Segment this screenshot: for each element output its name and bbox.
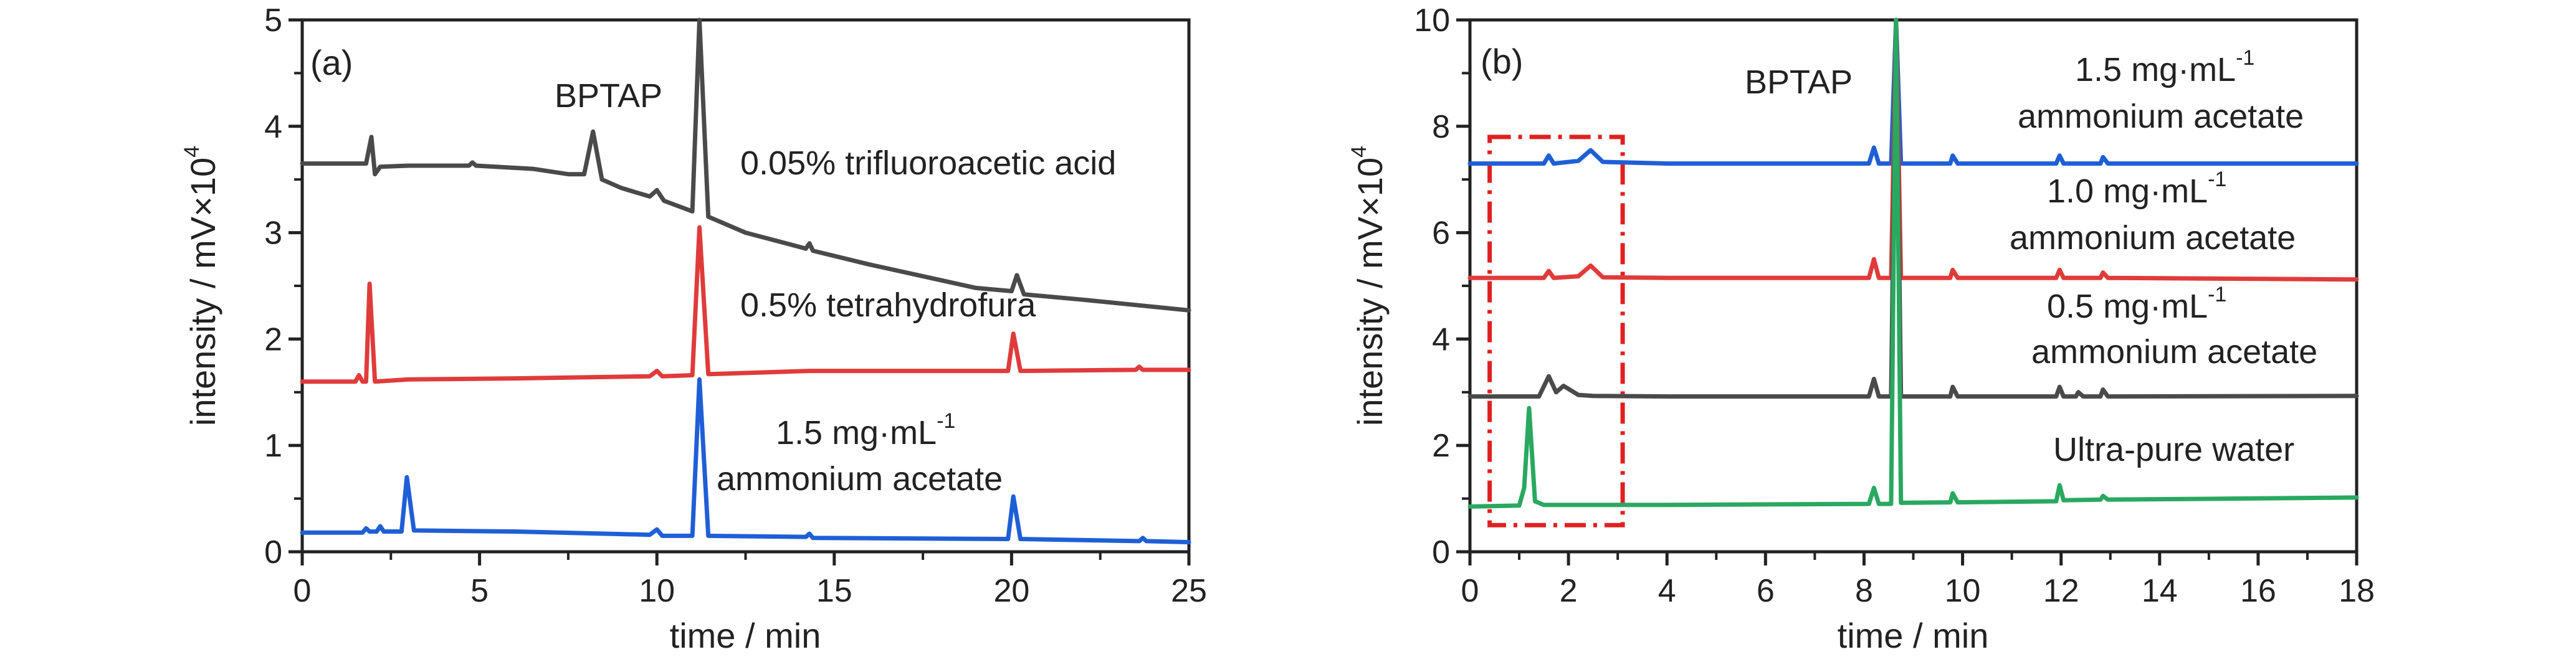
peak-label-b: BPTAP bbox=[1745, 64, 1853, 101]
series-annotation-a-2: 1.5 mg·mL-1 bbox=[776, 409, 955, 452]
x-tick-label-a-5: 25 bbox=[1171, 573, 1207, 609]
series-annotation-b-2-line2: ammonium acetate bbox=[2031, 333, 2317, 371]
series-annotation-a-2-line2: ammonium acetate bbox=[717, 460, 1003, 498]
y-tick-label-a-5: 5 bbox=[264, 2, 282, 39]
peak-label-a: BPTAP bbox=[555, 77, 662, 115]
x-tick-label-a-0: 0 bbox=[293, 573, 312, 609]
series-annotation-b-0-main: 1.5 mg·mL bbox=[2075, 51, 2236, 88]
x-tick-label-b-8: 16 bbox=[2240, 573, 2276, 609]
highlight-layer-b bbox=[1487, 135, 1625, 527]
y-tick-label-b-4: 8 bbox=[1432, 109, 1450, 145]
series-line-b-0 bbox=[1467, 17, 2359, 166]
x-tick-label-b-0: 0 bbox=[1461, 573, 1479, 609]
x-tick-label-b-3: 6 bbox=[1757, 573, 1775, 609]
series-annotation-b-0-sup: -1 bbox=[2236, 46, 2254, 70]
y-ticks-b: 0 2 4 6 8 10 bbox=[1414, 2, 1470, 570]
y-ticks-a: 0 1 2 3 4 5 bbox=[264, 2, 302, 570]
series-annotation-b-3: Ultra-pure water bbox=[2053, 431, 2294, 468]
series-annotation-b-2-main: 0.5 mg·mL bbox=[2047, 288, 2208, 325]
x-tick-label-a-2: 10 bbox=[639, 573, 675, 609]
x-tick-label-a-4: 20 bbox=[993, 573, 1029, 609]
panel-label-a: (a) bbox=[310, 43, 353, 82]
series-annotation-a-1: 0.5% tetrahydrofura bbox=[740, 286, 1036, 324]
series-annotation-b-1-sup: -1 bbox=[2208, 168, 2226, 191]
y-tick-label-b-5: 10 bbox=[1414, 2, 1450, 39]
series-layer-a bbox=[300, 17, 1191, 545]
x-ticks-b: 0 2 4 6 8 10 12 14 16 18 bbox=[1461, 552, 2375, 609]
x-tick-label-b-4: 8 bbox=[1855, 573, 1873, 609]
x-tick-label-b-5: 10 bbox=[1945, 573, 1981, 609]
chart-panel-a: 0 5 10 15 20 25 0 1 2 3 4 5 (a) BPTAP 0.05% triflu… bbox=[180, 2, 1207, 655]
series-layer-b bbox=[1467, 17, 2359, 509]
y-tick-label-a-0: 0 bbox=[264, 534, 282, 570]
series-annotation-b-2-sup: -1 bbox=[2208, 283, 2226, 306]
y-axis-label-b-main: intensity / mV×10 bbox=[1350, 158, 1390, 426]
series-line-a-0 bbox=[300, 17, 1191, 313]
x-tick-label-a-3: 15 bbox=[816, 573, 852, 609]
y-axis-label-b-sup: 4 bbox=[1347, 146, 1371, 158]
series-line-b-3 bbox=[1467, 17, 2359, 509]
y-tick-label-b-0: 0 bbox=[1432, 534, 1450, 570]
series-line-a-2 bbox=[300, 377, 1191, 545]
y-axis-label-a: intensity / mV×104 bbox=[180, 146, 222, 426]
highlight-box-b bbox=[1487, 135, 1625, 527]
x-tick-label-a-1: 5 bbox=[470, 573, 489, 609]
y-tick-label-b-1: 2 bbox=[1432, 428, 1450, 464]
y-axis-label-a-sup: 4 bbox=[180, 146, 204, 158]
series-annotation-b-0: 1.5 mg·mL-1 bbox=[2075, 46, 2254, 88]
x-tick-label-b-9: 18 bbox=[2339, 573, 2375, 609]
series-annotation-b-2: 0.5 mg·mL-1 bbox=[2047, 283, 2226, 325]
series-annotation-a-2-main: 1.5 mg·mL bbox=[776, 414, 937, 452]
y-tick-label-a-1: 1 bbox=[264, 428, 282, 464]
series-annotation-b-0-line2: ammonium acetate bbox=[2018, 98, 2304, 135]
x-tick-label-b-1: 2 bbox=[1560, 573, 1578, 609]
series-annotation-a-2-sup: -1 bbox=[937, 409, 955, 433]
series-line-a-1 bbox=[300, 225, 1191, 384]
y-tick-label-a-3: 3 bbox=[264, 215, 282, 252]
x-axis-label-b: time / min bbox=[1838, 616, 1989, 655]
y-axis-label-a-main: intensity / mV×10 bbox=[183, 158, 222, 426]
x-tick-label-b-7: 14 bbox=[2142, 573, 2178, 609]
series-annotation-b-1-line2: ammonium acetate bbox=[2010, 219, 2296, 257]
y-axis-label-b: intensity / mV×104 bbox=[1347, 146, 1390, 426]
y-tick-label-a-4: 4 bbox=[264, 109, 282, 145]
y-tick-label-b-3: 6 bbox=[1432, 215, 1450, 252]
x-axis-label-a: time / min bbox=[670, 616, 821, 655]
y-tick-label-a-2: 2 bbox=[264, 321, 282, 357]
y-tick-label-b-2: 4 bbox=[1432, 321, 1450, 357]
series-annotation-a-0: 0.05% trifluoroacetic acid bbox=[740, 144, 1116, 182]
chart-panel-b: 0 2 4 6 8 10 12 14 16 18 0 2 4 6 8 10 (b) BPTAP 1.5 mg… bbox=[1347, 2, 2375, 655]
series-annotation-b-1: 1.0 mg·mL-1 bbox=[2047, 168, 2226, 210]
panel-label-b: (b) bbox=[1481, 42, 1523, 81]
x-tick-label-b-2: 4 bbox=[1658, 573, 1676, 609]
x-tick-label-b-6: 12 bbox=[2043, 573, 2079, 609]
x-ticks-a: 0 5 10 15 20 25 bbox=[293, 552, 1207, 609]
series-annotation-b-1-main: 1.0 mg·mL bbox=[2047, 173, 2208, 210]
